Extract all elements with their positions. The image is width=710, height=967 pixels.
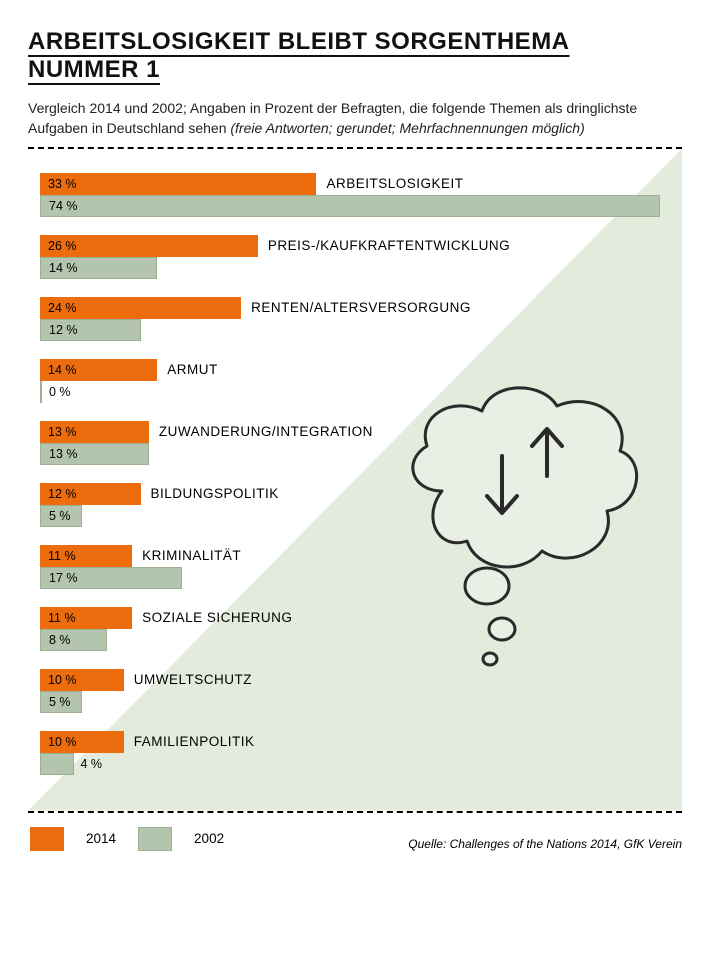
bar-value-2014: 10 % xyxy=(48,673,77,687)
legend-swatch-2002 xyxy=(138,827,172,851)
category-label: RENTEN/ALTERSVERSORGUNG xyxy=(251,300,471,315)
bar-value-2014: 12 % xyxy=(48,487,77,501)
category-label: ARMUT xyxy=(167,362,218,377)
bar-2014: 14 % xyxy=(40,359,157,381)
bar-value-2002: 4 % xyxy=(81,757,103,771)
bar-value-2014: 33 % xyxy=(48,177,77,191)
bar-value-2002: 0 % xyxy=(49,385,71,399)
subtitle-italic: (freie Antworten; gerundet; Mehrfachnenn… xyxy=(230,120,584,136)
bar-row: 24 % RENTEN/ALTERSVERSORGUNG 12 % xyxy=(40,297,664,341)
legend-label-2002: 2002 xyxy=(194,831,224,846)
chart-title: ARBEITSLOSIGKEIT BLEIBT SORGENTHEMA NUMM… xyxy=(28,28,682,84)
category-label: BILDUNGSPOLITIK xyxy=(151,486,279,501)
bar-2002: 0 % xyxy=(40,381,42,403)
category-label: ZUWANDERUNG/INTEGRATION xyxy=(159,424,373,439)
bar-value-2002: 12 % xyxy=(49,323,78,337)
bar-2002: 5 % xyxy=(40,691,82,713)
legend-label-2014: 2014 xyxy=(86,831,116,846)
bar-row: 33 % ARBEITSLOSIGKEIT 74 % xyxy=(40,173,664,217)
bar-2002: 14 % xyxy=(40,257,157,279)
bar-2002: 8 % xyxy=(40,629,107,651)
bar-2002: 74 % xyxy=(40,195,660,217)
bar-2014: 24 % xyxy=(40,297,241,319)
bar-value-2014: 26 % xyxy=(48,239,77,253)
bar-2014: 10 % xyxy=(40,731,124,753)
bar-value-2014: 13 % xyxy=(48,425,77,439)
bar-value-2002: 5 % xyxy=(49,695,71,709)
bar-value-2014: 11 % xyxy=(48,611,76,625)
bar-row: 10 % FAMILIENPOLITIK 4 % xyxy=(40,731,664,775)
bar-2014: 10 % xyxy=(40,669,124,691)
bar-2002: 5 % xyxy=(40,505,82,527)
category-label: KRIMINALITÄT xyxy=(142,548,241,563)
bar-value-2014: 24 % xyxy=(48,301,77,315)
bar-row: 26 % PREIS-/KAUFKRAFTENTWICKLUNG 14 % xyxy=(40,235,664,279)
bar-value-2014: 14 % xyxy=(48,363,77,377)
bar-2014: 11 % xyxy=(40,545,132,567)
category-label: ARBEITSLOSIGKEIT xyxy=(326,176,463,191)
bar-value-2002: 13 % xyxy=(49,447,78,461)
category-label: SOZIALE SICHERUNG xyxy=(142,610,292,625)
category-label: FAMILIENPOLITIK xyxy=(134,734,255,749)
bar-2014: 26 % xyxy=(40,235,258,257)
thought-bubble-icon xyxy=(382,371,652,681)
bar-value-2002: 14 % xyxy=(49,261,78,275)
bar-2014: 33 % xyxy=(40,173,316,195)
bar-value-2002: 5 % xyxy=(49,509,71,523)
bar-value-2014: 11 % xyxy=(48,549,76,563)
bar-value-2014: 10 % xyxy=(48,735,77,749)
bar-value-2002: 8 % xyxy=(49,633,71,647)
source-text: Quelle: Challenges of the Nations 2014, … xyxy=(408,837,682,851)
bar-2002: 17 % xyxy=(40,567,182,589)
category-label: PREIS-/KAUFKRAFTENTWICKLUNG xyxy=(268,238,510,253)
bar-2014: 13 % xyxy=(40,421,149,443)
bar-value-2002: 17 % xyxy=(49,571,78,585)
chart-subtitle: Vergleich 2014 und 2002; Angaben in Proz… xyxy=(28,98,682,139)
chart-area: 33 % ARBEITSLOSIGKEIT 74 % 26 % PREIS-/KAUFK… xyxy=(28,147,682,813)
bar-2002: 4 % xyxy=(40,753,74,775)
bar-2014: 11 % xyxy=(40,607,132,629)
bar-2002: 13 % xyxy=(40,443,149,465)
bar-2002: 12 % xyxy=(40,319,141,341)
bar-value-2002: 74 % xyxy=(49,199,78,213)
legend-swatch-2014 xyxy=(30,827,64,851)
category-label: UMWELTSCHUTZ xyxy=(134,672,252,687)
bar-2014: 12 % xyxy=(40,483,141,505)
